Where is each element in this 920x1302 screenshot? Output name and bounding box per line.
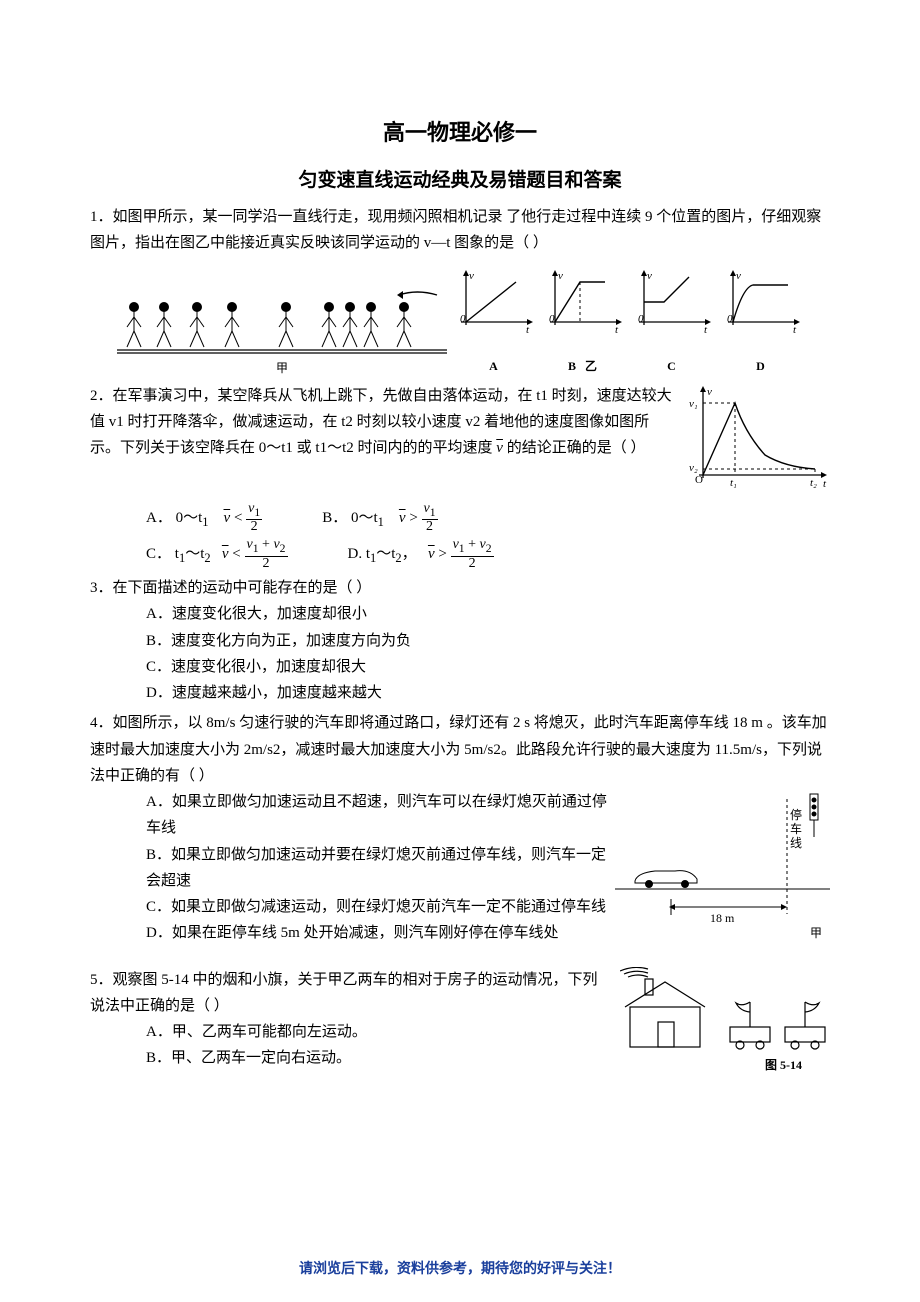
question-5: 图 5-14 5．观察图 5-14 中的烟和小旗，关于甲乙两车的相对于房子的运动… xyxy=(90,967,830,1077)
q2-number: 2． xyxy=(90,388,113,404)
q1-A-label: A xyxy=(451,356,536,377)
page-footer: 请浏览后下载，资料供参考，期待您的好评与关注！ xyxy=(0,1258,920,1278)
q1-B-label: B 乙 xyxy=(540,356,625,377)
q3-C: C．速度变化很小，加速度却很大 xyxy=(90,654,830,680)
q1-walkers: 甲 xyxy=(117,287,447,377)
svg-text:t: t xyxy=(615,324,619,336)
q1-text: 如图甲所示，某一同学沿一直线行走，现用频闪照相机记录 了他行走过程中连续 9 个… xyxy=(90,209,821,251)
q4-figure: 停 车 线 18 m 甲 xyxy=(615,789,830,939)
title-main: 高一物理必修一 xyxy=(90,115,830,147)
svg-text:线: 线 xyxy=(790,836,802,850)
svg-text:v₂: v₂ xyxy=(689,462,698,474)
q5-number: 5． xyxy=(90,972,113,988)
svg-text:O: O xyxy=(695,474,703,486)
svg-text:0: 0 xyxy=(638,313,644,325)
question-2: v O v₁ v₂ t₁ t₂ t 2．在军事演习中，某空降兵从飞机上跳下，先做… xyxy=(90,383,830,571)
svg-text:v: v xyxy=(736,270,741,282)
q3-B: B．速度变化方向为正，加速度方向为负 xyxy=(90,628,830,654)
svg-text:0: 0 xyxy=(549,313,555,325)
svg-text:v₁: v₁ xyxy=(689,398,698,410)
page: 高一物理必修一 匀变速直线运动经典及易错题目和答案 1．如图甲所示，某一同学沿一… xyxy=(0,0,920,1302)
q2-optC: C． t1～t2 v < v1 + v22 xyxy=(146,538,288,571)
q2-optA: A． 0～t1 v < v12 xyxy=(146,502,262,535)
q3-A: A．速度变化很大，加速度却很小 xyxy=(90,601,830,627)
q1-figure-row: 甲 v 0 t A v 0 t B 乙 xyxy=(90,267,830,377)
q5-text: 观察图 5-14 中的烟和小旗，关于甲乙两车的相对于房子的运动情况，下列说法中正… xyxy=(90,972,598,1014)
q5-figure: 图 5-14 xyxy=(620,967,830,1077)
svg-text:v: v xyxy=(469,270,474,282)
question-1: 1．如图甲所示，某一同学沿一直线行走，现用频闪照相机记录 了他行走过程中连续 9… xyxy=(90,204,830,377)
q2-text-b: 的结论正确的是（ ） xyxy=(507,440,646,456)
q2-options-row2: C． t1～t2 v < v1 + v22 D. t1～t2， v > v1 +… xyxy=(90,538,830,571)
q2-options-row1: A． 0～t1 v < v12 B． 0～t1 v > v12 xyxy=(90,502,830,535)
q1-graph-D: v 0 t D xyxy=(718,267,803,377)
q1-graph-A: v 0 t A xyxy=(451,267,536,377)
svg-text:甲: 甲 xyxy=(810,926,822,939)
svg-text:v: v xyxy=(707,386,712,398)
q3-D: D．速度越来越小，加速度越来越大 xyxy=(90,680,830,706)
svg-text:t₂: t₂ xyxy=(810,477,817,489)
svg-text:t: t xyxy=(793,324,797,336)
svg-text:t: t xyxy=(526,324,530,336)
svg-text:18 m: 18 m xyxy=(710,911,735,925)
q2-graph: v O v₁ v₂ t₁ t₂ t xyxy=(685,383,830,498)
svg-text:甲: 甲 xyxy=(276,361,288,375)
svg-text:0: 0 xyxy=(460,313,466,325)
q1-number: 1． xyxy=(90,209,113,225)
question-3: 3．在下面描述的运动中可能存在的是（ ） A．速度变化很大，加速度却很小 B．速… xyxy=(90,575,830,706)
q4-text: 如图所示，以 8m/s 匀速行驶的汽车即将通过路口，绿灯还有 2 s 将熄灭，此… xyxy=(90,715,827,784)
svg-text:图 5-14: 图 5-14 xyxy=(765,1058,802,1072)
q3-number: 3． xyxy=(90,580,113,596)
q1-D-label: D xyxy=(718,356,803,377)
q1-graph-C: v 0 t C xyxy=(629,267,714,377)
svg-text:v: v xyxy=(558,270,563,282)
q3-text: 在下面描述的运动中可能存在的是（ ） xyxy=(113,580,372,596)
svg-text:v: v xyxy=(647,270,652,282)
svg-text:t: t xyxy=(823,478,827,490)
q1-graph-B: v 0 t B 乙 xyxy=(540,267,625,377)
question-4: 4．如图所示，以 8m/s 匀速行驶的汽车即将通过路口，绿灯还有 2 s 将熄灭… xyxy=(90,710,830,946)
svg-text:停: 停 xyxy=(790,807,802,822)
q2-optB: B． 0～t1 v > v12 xyxy=(322,502,437,535)
svg-text:0: 0 xyxy=(727,313,733,325)
svg-text:t: t xyxy=(704,324,708,336)
svg-text:车: 车 xyxy=(790,821,802,836)
svg-text:t₁: t₁ xyxy=(730,477,737,489)
title-sub: 匀变速直线运动经典及易错题目和答案 xyxy=(90,165,830,192)
q2-optD: D. t1～t2， v > v1 + v22 xyxy=(348,538,494,571)
q1-C-label: C xyxy=(629,356,714,377)
q4-number: 4． xyxy=(90,715,113,731)
